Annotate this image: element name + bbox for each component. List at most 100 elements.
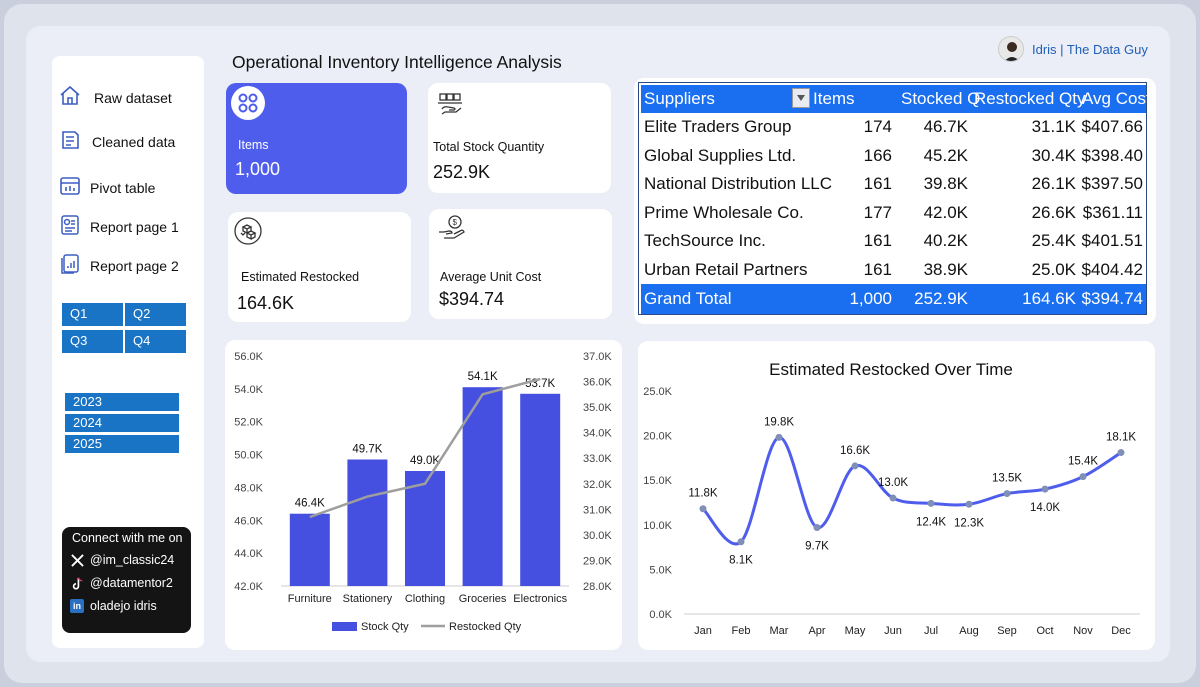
- y2-axis-tick-label: 34.0K: [583, 428, 612, 440]
- sidebar-item-cleaned-data[interactable]: Cleaned data: [58, 128, 175, 155]
- x-axis-tick-label: Clothing: [405, 593, 445, 605]
- profile-name: Idris | The Data Guy: [1032, 41, 1148, 57]
- line-data-point: [927, 499, 935, 507]
- slicer-q2[interactable]: Q2: [125, 303, 186, 326]
- sidebar-item-label: Raw dataset: [94, 89, 172, 106]
- slicer-2023[interactable]: 2023: [65, 393, 179, 411]
- slicer-2025[interactable]: 2025: [65, 435, 179, 453]
- social-heading: Connect with me on: [72, 531, 183, 545]
- line-data-label: 12.3K: [954, 517, 984, 529]
- social-link-x[interactable]: @im_classic24: [70, 553, 174, 567]
- supplier-items: 174: [863, 117, 892, 136]
- line-data-point: [699, 505, 707, 513]
- slicer-q3[interactable]: Q3: [62, 330, 123, 353]
- y2-axis-tick-label: 37.0K: [583, 351, 612, 363]
- report-icon: [58, 213, 82, 240]
- y2-axis-tick-label: 29.0K: [583, 555, 612, 567]
- line-data-label: 8.1K: [729, 555, 753, 567]
- supplier-name: National Distribution LLC: [644, 174, 833, 194]
- y2-axis-tick-label: 36.0K: [583, 377, 612, 389]
- supplier-items: 161: [863, 231, 892, 251]
- supplier-restocked: 31.1K: [1031, 117, 1076, 136]
- y-axis-tick-label: 5.0K: [649, 564, 672, 576]
- y-axis-tick-label: 44.0K: [234, 548, 263, 560]
- x-axis-tick-label: Electronics: [513, 593, 567, 605]
- x-axis-tick-label: Jun: [884, 625, 902, 637]
- x-icon: [70, 553, 84, 567]
- chart-title: Estimated Restocked Over Time: [769, 360, 1013, 379]
- category-chart-card: 42.0K 44.0K 46.0K 48.0K 50.0K 52.0K 54.0K 56.0K…: [225, 340, 622, 650]
- table-row[interactable]: Prime Wholesale Co. 177 42.0K 26.6K $361.11: [641, 199, 1146, 227]
- line-data-point: [1079, 473, 1087, 481]
- line-data-label: 13.0K: [878, 477, 908, 489]
- slicer-2024[interactable]: 2024: [65, 414, 179, 432]
- supplier-table: Suppliers Items Stocked Q Restocked Qty …: [638, 82, 1151, 315]
- svg-text:$: $: [453, 218, 458, 227]
- supplier-avg-cost: $398.40: [1081, 145, 1143, 165]
- supplier-name: TechSource Inc.: [644, 231, 766, 251]
- line-data-point: [1003, 490, 1011, 498]
- column-header-stocked[interactable]: Stocked Q: [901, 89, 981, 108]
- filter-dropdown-icon[interactable]: [792, 88, 810, 108]
- bar-data-label: 53.7K: [525, 378, 555, 390]
- report-pages-icon: [58, 252, 82, 279]
- sidebar-item-report-page-2[interactable]: Report page 2: [58, 252, 179, 279]
- bar-data-label: 54.1K: [468, 371, 498, 383]
- table-row[interactable]: Urban Retail Partners 161 38.9K 25.0K $404.4…: [641, 256, 1146, 284]
- sidebar-item-report-page-1[interactable]: Report page 1: [58, 213, 179, 240]
- kpi-label: Average Unit Cost: [440, 270, 542, 284]
- supplier-stocked: 38.9K: [923, 260, 968, 279]
- supplier-stocked: 40.2K: [923, 231, 968, 251]
- kpi-value: 252.9K: [433, 162, 491, 182]
- x-axis-tick-label: Dec: [1111, 625, 1131, 637]
- supplier-stocked: 42.0K: [923, 202, 968, 222]
- column-header-suppliers[interactable]: Suppliers: [644, 89, 715, 108]
- social-link-tiktok[interactable]: @datamentor2: [70, 576, 173, 590]
- supplier-stocked: 45.2K: [923, 145, 968, 165]
- slicer-q4[interactable]: Q4: [125, 330, 186, 353]
- line-data-point: [1041, 485, 1049, 493]
- kpi-card-total-stock: Total Stock Quantity 252.9K: [428, 83, 611, 193]
- kpi-card-items: Items 1,000: [226, 83, 407, 194]
- line-data-label: 18.1K: [1106, 432, 1136, 444]
- sidebar-item-pivot-table[interactable]: Pivot table: [58, 174, 155, 201]
- y-axis-tick-label: 56.0K: [234, 351, 263, 363]
- slicer-q1[interactable]: Q1: [62, 303, 123, 326]
- sidebar-item-raw-dataset[interactable]: Raw dataset: [58, 84, 172, 111]
- supplier-items: 161: [863, 174, 892, 194]
- profile[interactable]: Idris | The Data Guy: [998, 36, 1148, 62]
- sidebar-item-label: Report page 2: [90, 257, 179, 274]
- x-axis-tick-label: Sep: [997, 625, 1017, 637]
- legend-label-stock: Stock Qty: [361, 621, 409, 633]
- inventory-icon: [434, 89, 466, 126]
- table-row[interactable]: Global Supplies Ltd. 166 45.2K 30.4K $398.40: [641, 142, 1146, 170]
- y2-axis-tick-label: 33.0K: [583, 453, 612, 465]
- supplier-name: Global Supplies Ltd.: [644, 145, 797, 165]
- table-icon: [58, 174, 82, 201]
- column-header-items[interactable]: Items: [813, 89, 855, 108]
- line-data-point: [775, 433, 783, 441]
- column-header-restocked[interactable]: Restocked Qty: [974, 89, 1086, 108]
- tiktok-icon: [70, 576, 84, 590]
- bar-stock-qty: [520, 393, 561, 586]
- x-axis-tick-label: Nov: [1073, 625, 1093, 637]
- y-axis-tick-label: 20.0K: [643, 431, 672, 443]
- table-row[interactable]: Elite Traders Group 174 46.7K 31.1K $407.66: [641, 113, 1146, 141]
- x-axis-tick-label: Oct: [1036, 625, 1053, 637]
- kpi-card-average-unit-cost: $ Average Unit Cost $394.74: [429, 209, 612, 319]
- supplier-items: 177: [863, 202, 892, 222]
- y-axis-tick-label: 48.0K: [234, 482, 263, 494]
- line-data-point: [737, 538, 745, 546]
- x-axis-tick-label: Groceries: [459, 593, 507, 605]
- x-axis-tick-label: Jul: [924, 625, 938, 637]
- line-data-label: 11.8K: [688, 488, 718, 500]
- bar-stock-qty: [462, 387, 503, 586]
- table-row[interactable]: National Distribution LLC 161 39.8K 26.1K $3…: [641, 170, 1146, 198]
- table-row[interactable]: TechSource Inc. 161 40.2K 25.4K $401.51: [641, 227, 1146, 255]
- column-header-avg-cost[interactable]: Avg Cost: [1082, 89, 1151, 108]
- y-axis-tick-label: 52.0K: [234, 417, 263, 429]
- social-link-linkedin[interactable]: in oladejo idris: [70, 599, 157, 613]
- line-data-label: 15.4K: [1068, 456, 1098, 468]
- monthly-chart-card: Estimated Restocked Over Time 0.0K 5.0K 10.…: [638, 341, 1155, 650]
- total-items: 1,000: [849, 289, 892, 308]
